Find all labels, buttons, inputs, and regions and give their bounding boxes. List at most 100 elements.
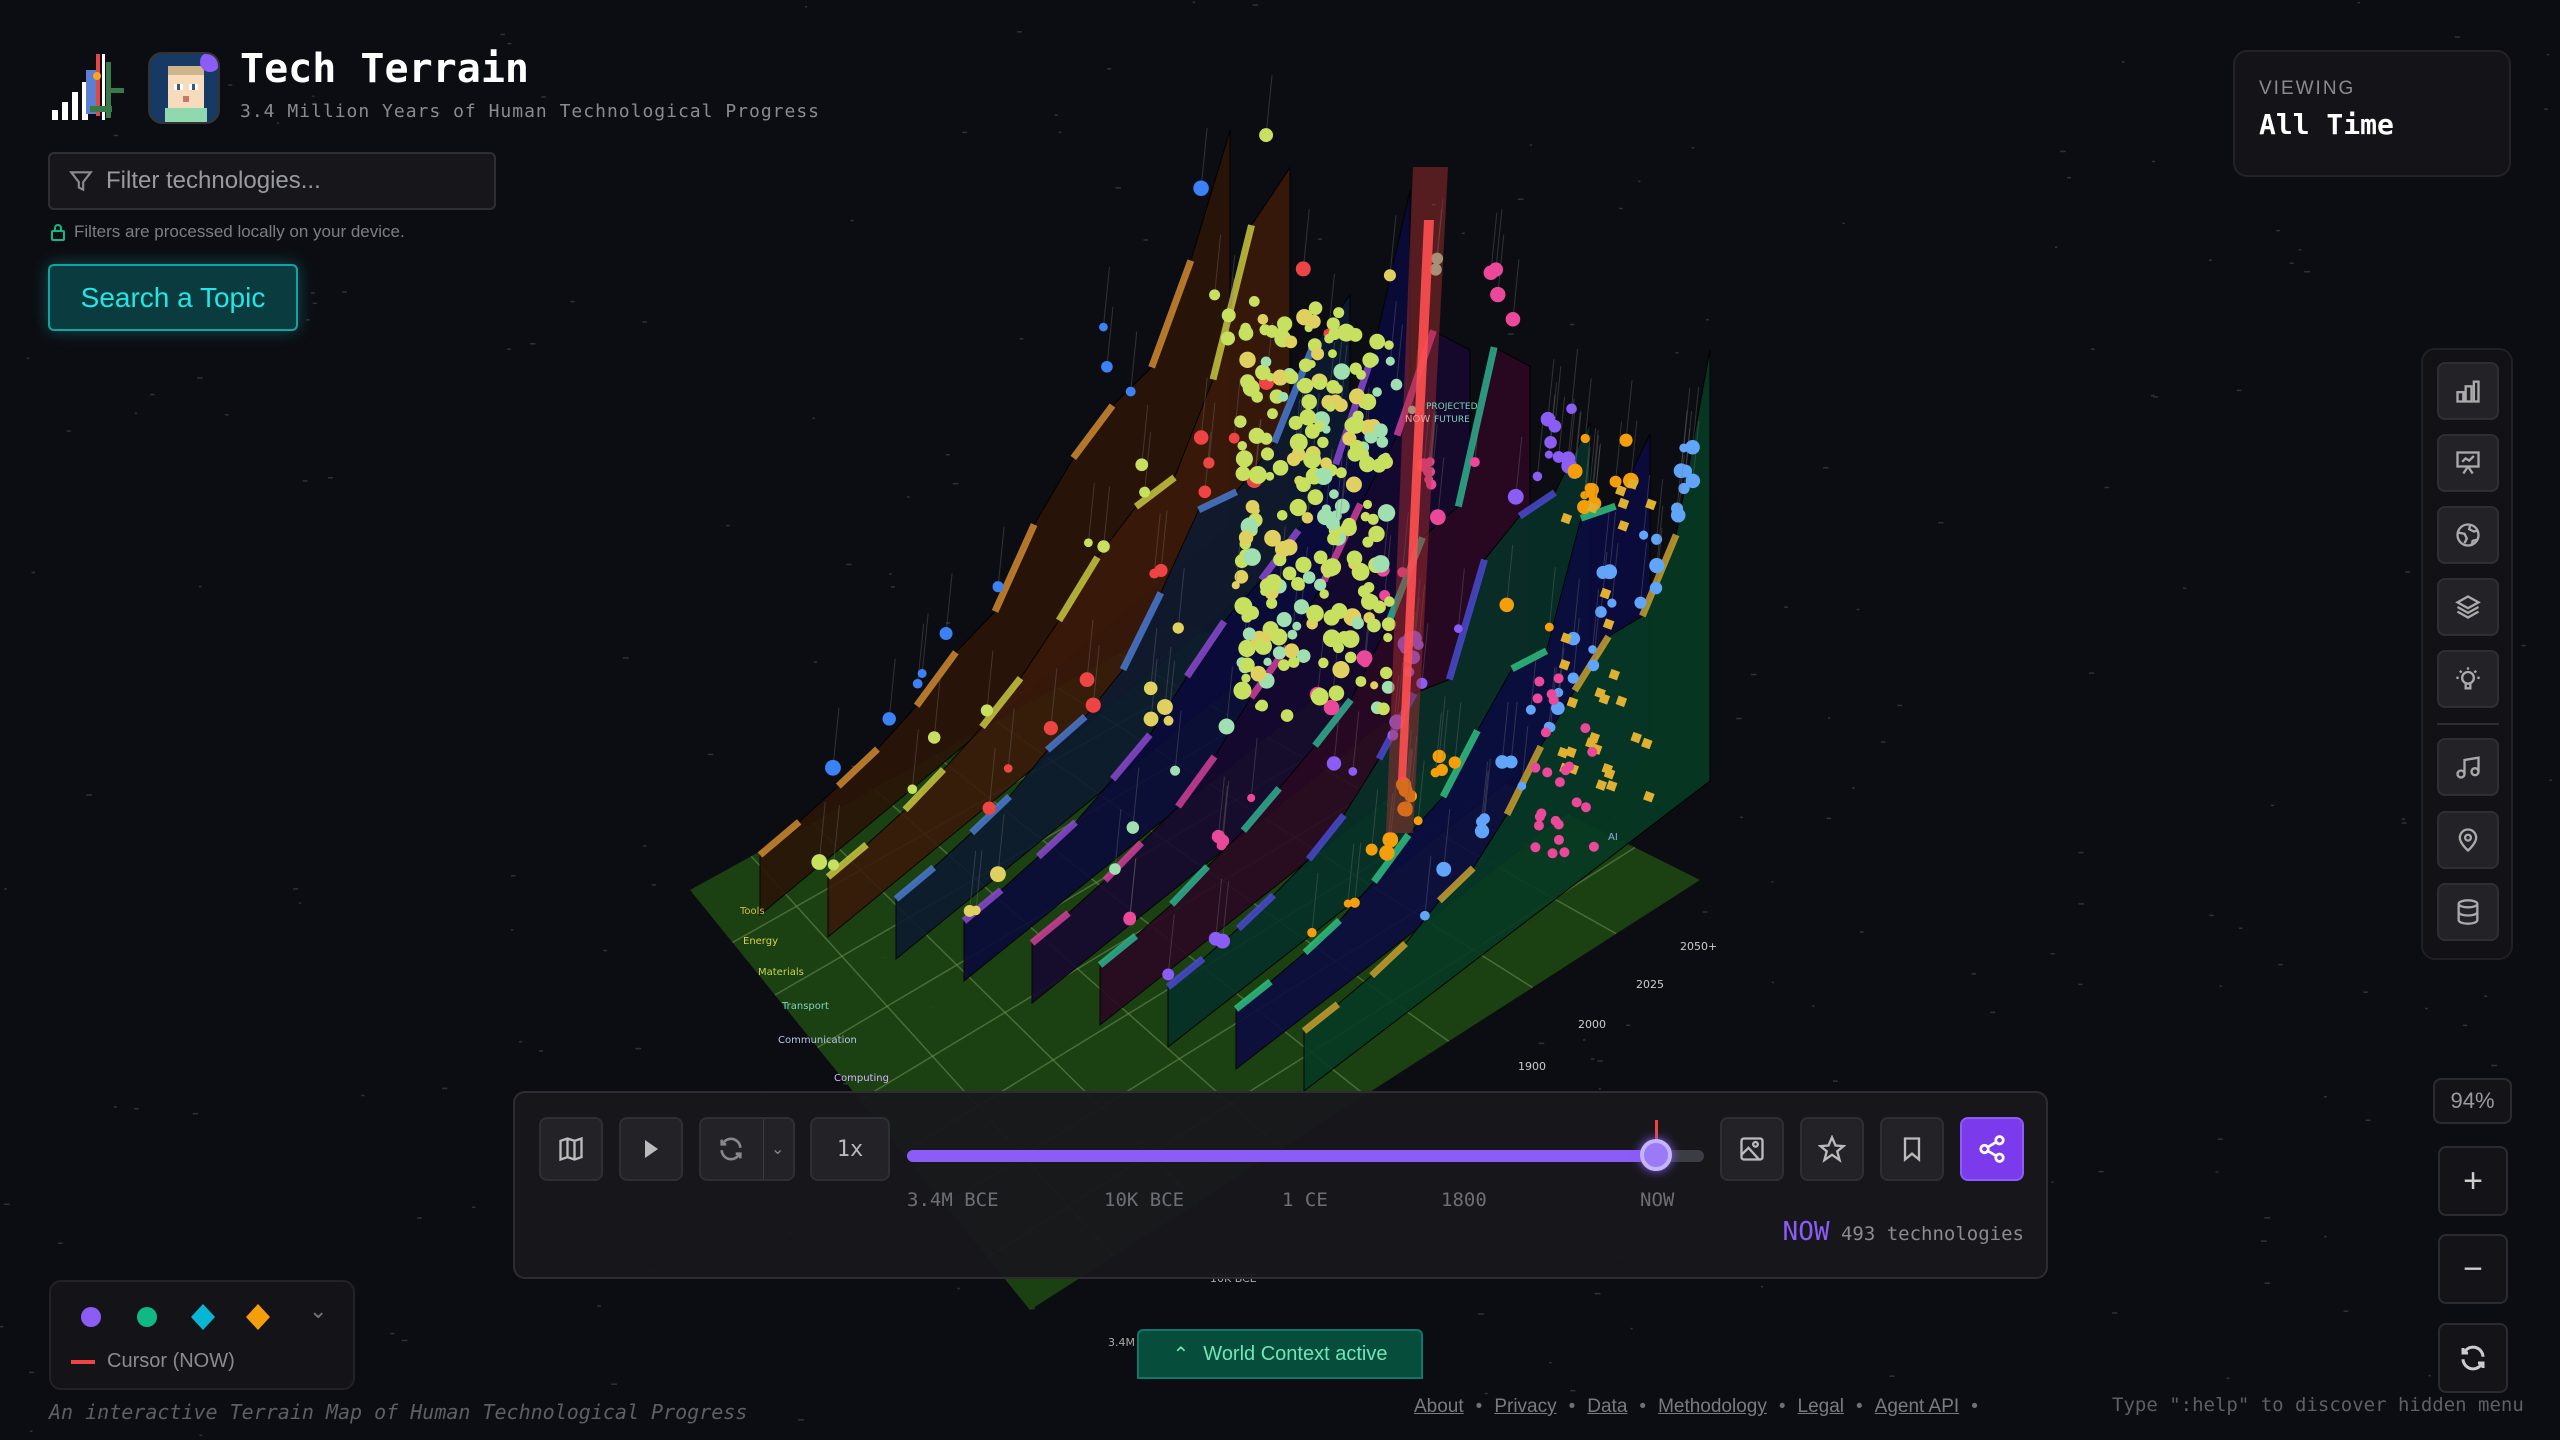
projected-technology-point xyxy=(1586,502,1599,514)
privacy-link[interactable]: Privacy xyxy=(1494,1396,1557,1417)
zoom-in-button[interactable]: + xyxy=(2438,1146,2508,1216)
star xyxy=(1705,318,1710,321)
star xyxy=(611,1383,617,1385)
technology-point xyxy=(1296,477,1311,492)
tech-stem xyxy=(1591,429,1599,490)
technology-point xyxy=(1209,289,1221,301)
tech-stem xyxy=(1609,511,1617,572)
tech-stem xyxy=(1428,419,1436,480)
stats-button[interactable] xyxy=(2437,362,2499,420)
star xyxy=(1538,1042,1545,1045)
music-button[interactable] xyxy=(2437,738,2499,796)
wall-ridge-strip xyxy=(1045,714,1088,753)
tech-stem xyxy=(1177,567,1185,629)
play-button[interactable] xyxy=(619,1117,683,1181)
technology-point xyxy=(1083,538,1093,548)
tech-stem xyxy=(1413,578,1421,639)
star xyxy=(2239,927,2243,930)
database-button[interactable] xyxy=(2437,883,2499,941)
filter-box[interactable] xyxy=(48,152,496,210)
technology-point xyxy=(1544,622,1554,632)
star xyxy=(1318,238,1322,240)
tech-stem xyxy=(1443,809,1451,870)
favorite-button[interactable] xyxy=(1800,1117,1864,1181)
location-button[interactable] xyxy=(2437,811,2499,869)
tech-stem xyxy=(921,613,929,674)
tech-stem xyxy=(1589,428,1597,489)
technology-point xyxy=(1241,673,1251,683)
technology-point xyxy=(1397,567,1408,578)
technology-point xyxy=(982,801,996,815)
technology-point xyxy=(1430,767,1441,778)
map-view-button[interactable] xyxy=(539,1117,603,1181)
star xyxy=(2549,779,2552,781)
tech-stem xyxy=(1050,668,1058,729)
star xyxy=(302,480,308,482)
projected-technology-point xyxy=(1645,498,1657,511)
legal-link[interactable]: Legal xyxy=(1797,1396,1845,1417)
tech-stem xyxy=(1086,619,1094,680)
technology-point xyxy=(1360,593,1378,610)
technology-point xyxy=(1400,804,1413,817)
screenshot-button[interactable] xyxy=(1720,1117,1784,1181)
technology-point xyxy=(1276,326,1289,339)
technology-point xyxy=(1384,596,1395,607)
layers-button[interactable] xyxy=(2437,578,2499,636)
loop-button[interactable]: ⌄ xyxy=(699,1117,795,1181)
bar-chart-icon xyxy=(2456,380,2480,403)
insights-button[interactable] xyxy=(2437,650,2499,708)
tech-stem xyxy=(1167,914,1175,975)
speed-button[interactable]: 1x xyxy=(810,1117,890,1181)
star xyxy=(1591,1058,1595,1060)
technology-point xyxy=(1220,331,1236,346)
avatar[interactable] xyxy=(148,52,220,124)
technology-point xyxy=(1295,556,1312,573)
methodology-link[interactable]: Methodology xyxy=(1658,1396,1767,1417)
data-link[interactable]: Data xyxy=(1587,1396,1628,1417)
technology-point xyxy=(980,704,994,717)
technology-point xyxy=(1564,761,1575,772)
star xyxy=(1675,352,1679,354)
tech-stem xyxy=(1222,881,1230,942)
bookmark-button[interactable] xyxy=(1880,1117,1944,1181)
technology-point xyxy=(1333,307,1345,319)
technology-point xyxy=(990,866,1006,883)
technology-point xyxy=(1678,482,1690,495)
projected-technology-point xyxy=(1617,497,1630,510)
tech-stem xyxy=(1214,234,1222,295)
technology-point xyxy=(1289,433,1308,452)
reset-view-button[interactable] xyxy=(2438,1323,2508,1393)
zoom-out-button[interactable]: − xyxy=(2438,1234,2508,1304)
location-pin-icon xyxy=(2458,828,2478,853)
tech-stem xyxy=(1417,760,1425,821)
projected-technology-point xyxy=(1558,658,1571,671)
about-link[interactable]: About xyxy=(1414,1396,1464,1417)
search-topic-button[interactable]: Search a Topic xyxy=(48,264,298,331)
tech-stem xyxy=(1568,405,1576,467)
tech-stem xyxy=(1153,513,1161,574)
agent-api-link[interactable]: Agent API xyxy=(1874,1396,1960,1417)
globe-button[interactable] xyxy=(2437,506,2499,564)
tech-stem xyxy=(1411,349,1419,410)
tech-stem xyxy=(1515,436,1523,497)
star xyxy=(293,888,299,890)
technology-point xyxy=(1320,457,1332,469)
presentation-button[interactable] xyxy=(2437,434,2499,492)
chevron-down-icon[interactable]: ⌄ xyxy=(771,1141,785,1158)
legend-expand-chevron-icon[interactable]: ⌄ xyxy=(309,1298,328,1323)
technology-point xyxy=(1242,627,1256,641)
world-context-toggle[interactable]: ⌃ World Context active xyxy=(1137,1329,1423,1379)
technology-point xyxy=(1193,430,1209,445)
timeline-slider[interactable] xyxy=(907,1120,1704,1171)
technology-point xyxy=(1571,797,1582,808)
technology-point xyxy=(1238,639,1256,658)
filter-input[interactable] xyxy=(106,167,486,195)
technology-point xyxy=(1280,709,1294,722)
star xyxy=(2219,985,2222,987)
share-button[interactable] xyxy=(1960,1117,2024,1181)
technology-point xyxy=(1247,793,1256,803)
tech-stem xyxy=(1228,255,1236,316)
technology-point xyxy=(1328,349,1337,359)
timeline-thumb[interactable] xyxy=(1640,1139,1673,1171)
